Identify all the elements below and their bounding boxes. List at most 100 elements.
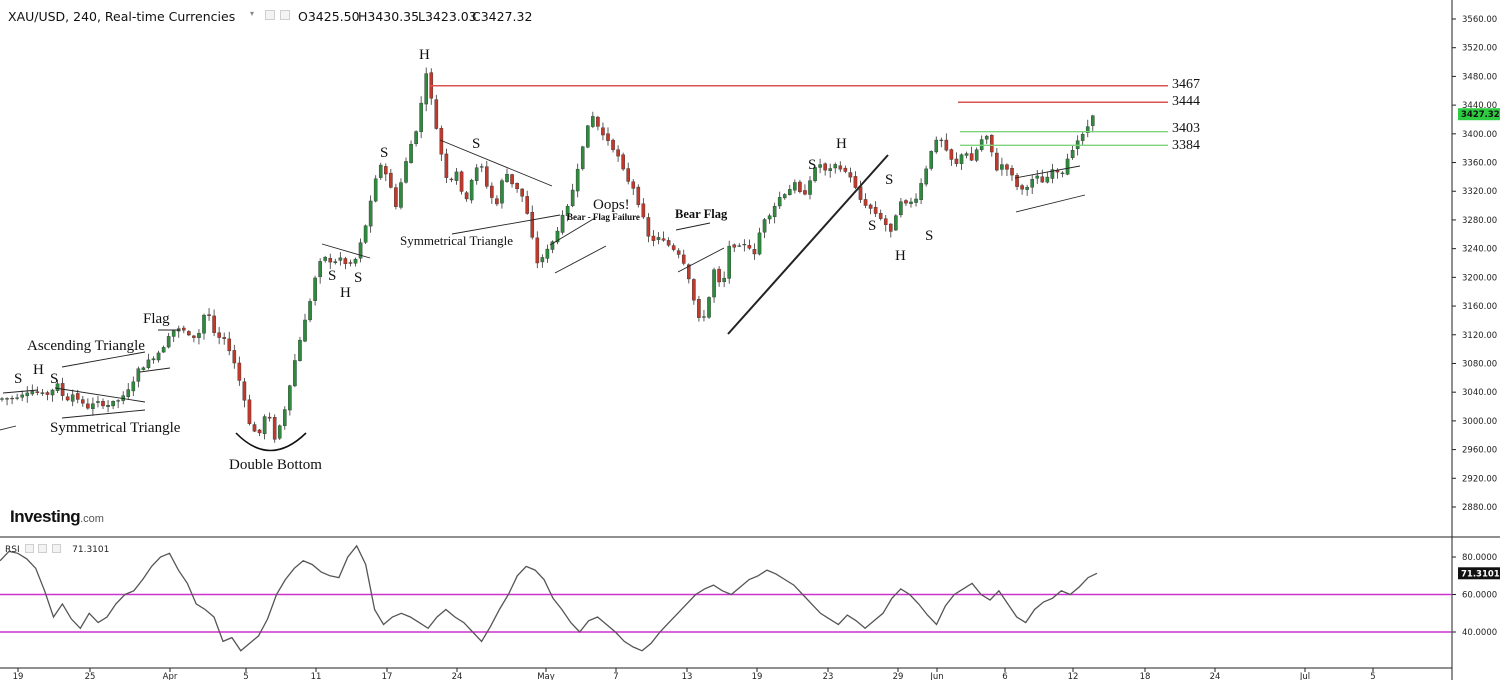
candle-body	[1040, 176, 1045, 183]
candle-body	[227, 338, 232, 352]
shs2-h: H	[340, 285, 351, 301]
candle-body	[474, 167, 479, 181]
candle-body	[1015, 175, 1019, 187]
candle-body	[384, 166, 388, 175]
candle-body	[373, 178, 378, 202]
candle-body	[591, 116, 595, 127]
candle-body	[626, 168, 630, 182]
candle-body	[212, 315, 216, 333]
candle-body	[818, 164, 822, 168]
x-tick-label: May	[537, 672, 555, 680]
candle-body	[0, 398, 4, 400]
candle-body	[50, 389, 55, 396]
candle-body	[707, 297, 711, 318]
shs1-s1: S	[14, 371, 22, 387]
candle-body	[490, 185, 494, 198]
candle-body	[904, 200, 908, 204]
shs1-h: H	[33, 362, 44, 378]
candle-body	[1025, 186, 1029, 190]
x-tick-label: 13	[682, 672, 693, 680]
y-tick-label: 3480.00	[1462, 72, 1497, 82]
candle-body	[45, 392, 50, 395]
dropdown-caret-icon[interactable]: ▾	[250, 9, 255, 18]
candle-body	[782, 194, 787, 199]
candle-body	[10, 397, 14, 400]
candle-body	[883, 218, 888, 225]
bear-flag-failure-label: Bear - Flag Failure	[567, 212, 640, 222]
candle-body	[974, 149, 979, 161]
candle-body	[232, 350, 237, 364]
candle-body	[515, 183, 519, 190]
candle-body	[106, 405, 110, 407]
shs3-s3: S	[925, 228, 933, 244]
rsi-close-icon[interactable]	[52, 544, 62, 553]
candle-body	[75, 393, 80, 400]
trend-line	[677, 247, 725, 273]
rsi-tick-label: 60.0000	[1462, 591, 1497, 601]
y-tick-label: 2920.00	[1462, 474, 1497, 484]
candle-body	[848, 172, 853, 178]
candle-body	[575, 168, 580, 192]
shs3-s2: S	[868, 218, 876, 234]
candle-body	[838, 165, 843, 170]
shs2-s1: S	[328, 268, 336, 284]
y-tick-label: 3120.00	[1462, 331, 1497, 341]
candle-body	[424, 73, 429, 105]
candle-body	[646, 217, 651, 237]
candle-body	[692, 279, 696, 301]
rsi-hide-icon[interactable]	[38, 544, 48, 553]
candle-body	[91, 403, 95, 410]
candle-body	[267, 416, 272, 419]
candle-body	[550, 241, 555, 250]
last-price-tag	[1458, 108, 1500, 121]
trend-line	[321, 243, 371, 259]
candle-body	[313, 277, 317, 301]
candle-body	[924, 168, 928, 185]
y-tick-label: 3080.00	[1462, 359, 1497, 369]
candle-body	[40, 392, 45, 394]
y-tick-label: 3280.00	[1462, 216, 1497, 226]
candle-body	[808, 180, 812, 195]
trend-line	[1015, 194, 1086, 213]
candle-body	[1030, 179, 1034, 188]
x-tick-label: 6	[1002, 672, 1007, 680]
candle-body	[722, 277, 726, 282]
candle-body	[742, 243, 747, 246]
candle-body	[272, 417, 277, 440]
candle-body	[949, 149, 954, 160]
candle-body	[333, 261, 338, 263]
y-tick-label: 3160.00	[1462, 302, 1497, 312]
candle-body	[318, 261, 322, 278]
candle-body	[565, 206, 570, 217]
candle-body	[207, 314, 211, 316]
investing-logo[interactable]: Investing.com	[10, 507, 104, 527]
candle-body	[358, 242, 363, 259]
rsi-settings-icon[interactable]	[24, 544, 34, 553]
candle-body	[20, 394, 25, 398]
candle-body	[202, 314, 206, 334]
logo-domain: .com	[80, 513, 104, 525]
candle-body	[530, 211, 535, 238]
settings-icon[interactable]	[265, 10, 275, 20]
candle-body	[596, 116, 600, 127]
x-tick-label: 24	[452, 672, 463, 680]
candle-body	[636, 186, 641, 205]
candle-body	[283, 409, 287, 426]
symbol-title: XAU/USD, 240, Real-time Currencies	[8, 9, 236, 24]
candle-body	[187, 331, 191, 336]
candle-body	[262, 416, 267, 435]
trend-line	[61, 409, 146, 419]
candle-body	[409, 143, 413, 164]
candle-body	[863, 199, 868, 206]
hide-icon[interactable]	[280, 10, 290, 20]
candle-body	[873, 207, 878, 214]
level-label: 3403	[1172, 121, 1200, 136]
candle-body	[323, 256, 328, 261]
candle-body	[990, 134, 994, 153]
candle-body	[788, 189, 792, 196]
candle-body	[914, 198, 918, 203]
s-mid-label: S	[808, 157, 816, 173]
candle-body	[363, 225, 368, 243]
candle-body	[540, 257, 545, 263]
